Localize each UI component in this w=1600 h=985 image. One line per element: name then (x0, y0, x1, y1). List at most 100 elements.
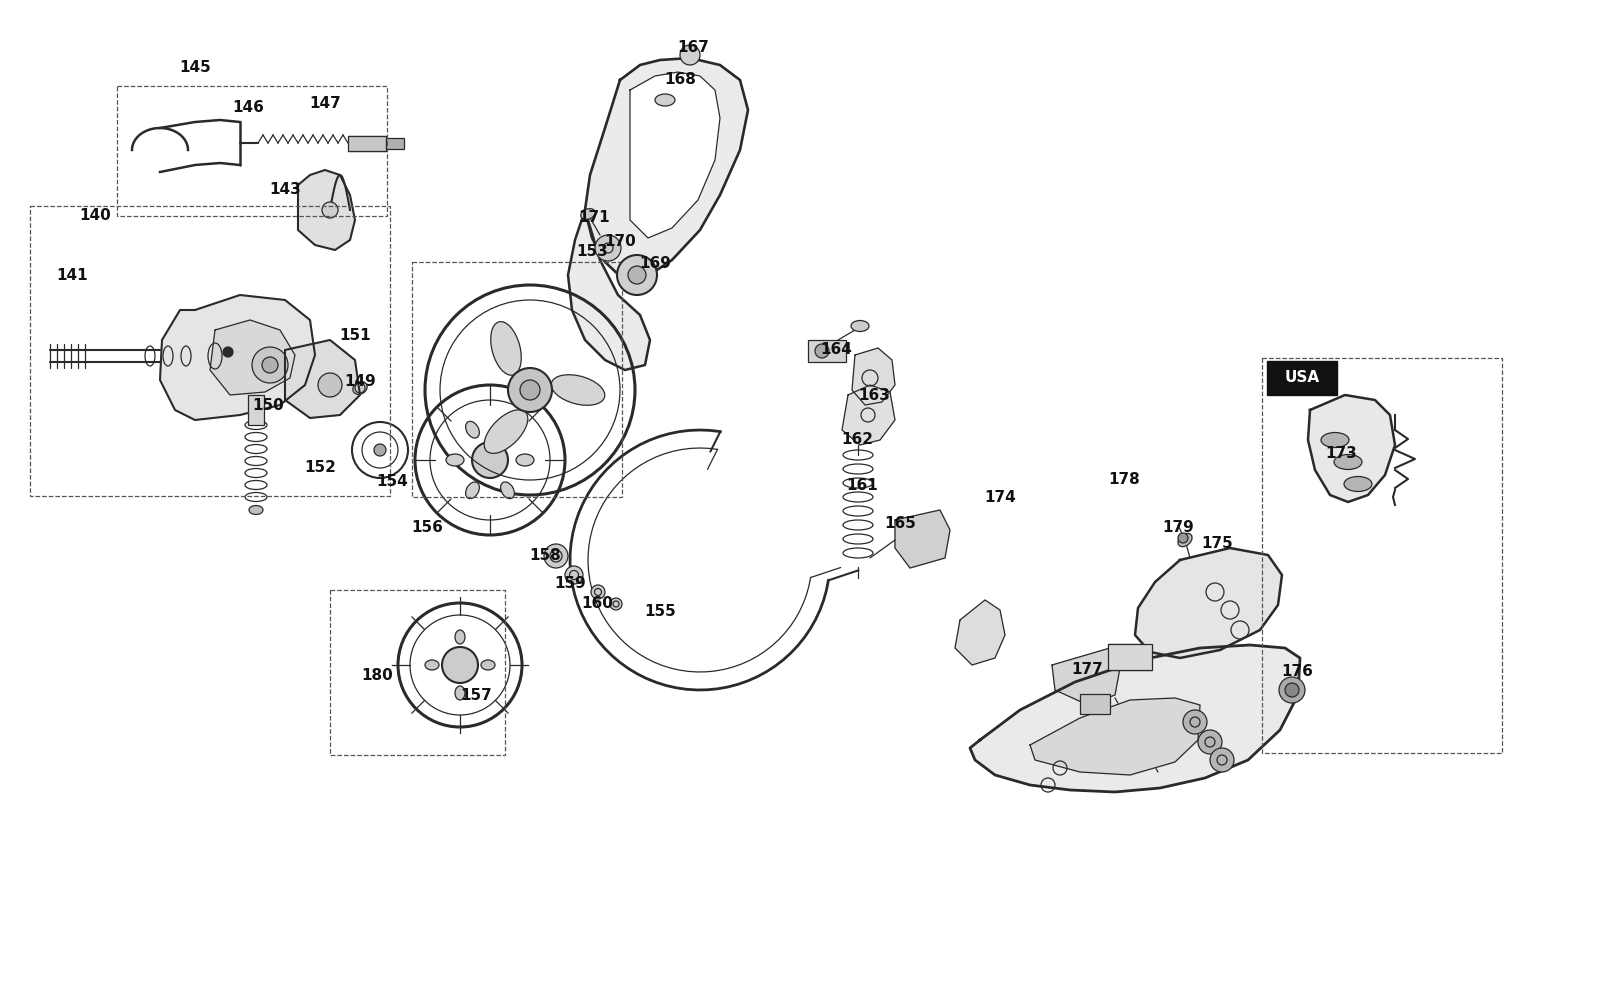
Ellipse shape (1344, 477, 1373, 492)
Text: 174: 174 (984, 490, 1016, 504)
Circle shape (472, 442, 509, 478)
Circle shape (595, 235, 621, 261)
Text: 179: 179 (1162, 520, 1194, 536)
Circle shape (590, 585, 605, 599)
Ellipse shape (501, 422, 514, 438)
Text: 147: 147 (309, 97, 341, 111)
Text: 156: 156 (411, 520, 443, 536)
Text: 177: 177 (1070, 663, 1102, 678)
Text: 145: 145 (179, 60, 211, 76)
Circle shape (1278, 677, 1306, 703)
Text: USA: USA (1285, 370, 1320, 385)
Bar (30, 206, 390, 496)
Circle shape (262, 357, 278, 373)
FancyBboxPatch shape (1267, 361, 1338, 395)
Polygon shape (955, 600, 1005, 665)
Bar (808, 340, 846, 362)
Text: 146: 146 (232, 100, 264, 115)
Bar (386, 138, 403, 149)
Bar (1107, 644, 1152, 670)
Circle shape (1285, 683, 1299, 697)
Circle shape (520, 380, 541, 400)
Polygon shape (970, 645, 1299, 792)
Text: 152: 152 (304, 461, 336, 476)
Circle shape (1210, 748, 1234, 772)
Text: 158: 158 (530, 549, 562, 563)
Ellipse shape (454, 686, 466, 700)
Text: 161: 161 (846, 478, 878, 492)
Circle shape (509, 368, 552, 412)
Text: 163: 163 (858, 388, 890, 404)
Ellipse shape (454, 630, 466, 644)
Ellipse shape (654, 94, 675, 106)
Polygon shape (1309, 395, 1395, 502)
Text: 150: 150 (253, 398, 283, 413)
Polygon shape (210, 320, 294, 395)
Polygon shape (568, 210, 650, 370)
Text: 160: 160 (581, 596, 613, 611)
Text: 164: 164 (821, 343, 851, 358)
Circle shape (374, 444, 386, 456)
Bar (330, 590, 506, 755)
Circle shape (253, 347, 288, 383)
Circle shape (544, 544, 568, 568)
Text: 176: 176 (1282, 665, 1314, 680)
Text: 141: 141 (56, 268, 88, 283)
Polygon shape (160, 295, 315, 420)
Ellipse shape (485, 410, 528, 453)
Circle shape (1178, 533, 1187, 543)
Text: 167: 167 (677, 40, 709, 55)
Text: 140: 140 (78, 208, 110, 223)
Circle shape (1182, 710, 1206, 734)
Text: 159: 159 (554, 576, 586, 592)
Text: 151: 151 (339, 327, 371, 343)
Text: 178: 178 (1109, 473, 1139, 488)
Ellipse shape (851, 320, 869, 332)
Polygon shape (851, 348, 894, 405)
Ellipse shape (354, 381, 366, 394)
Bar (1080, 694, 1110, 714)
Circle shape (610, 598, 622, 610)
Text: 165: 165 (885, 516, 915, 532)
Text: 143: 143 (269, 182, 301, 198)
Polygon shape (298, 170, 355, 250)
Bar (1262, 358, 1502, 753)
Ellipse shape (466, 482, 480, 498)
Ellipse shape (250, 505, 262, 514)
Polygon shape (1053, 648, 1120, 705)
Text: 168: 168 (664, 73, 696, 88)
Polygon shape (894, 510, 950, 568)
Ellipse shape (1322, 432, 1349, 447)
Bar (248, 395, 264, 425)
Polygon shape (285, 340, 360, 418)
Ellipse shape (1334, 454, 1362, 470)
Text: 157: 157 (461, 689, 491, 703)
Polygon shape (1030, 698, 1200, 775)
Ellipse shape (446, 454, 464, 466)
Circle shape (618, 255, 658, 295)
Ellipse shape (482, 660, 494, 670)
Polygon shape (1134, 548, 1282, 658)
Ellipse shape (426, 660, 438, 670)
Polygon shape (842, 385, 894, 445)
Text: 170: 170 (605, 234, 635, 249)
Ellipse shape (501, 482, 514, 498)
Circle shape (322, 202, 338, 218)
Bar (349, 136, 386, 151)
Ellipse shape (1178, 533, 1192, 547)
Text: 169: 169 (638, 256, 670, 272)
Text: 162: 162 (842, 432, 874, 447)
Text: 153: 153 (576, 244, 608, 259)
Text: 180: 180 (362, 669, 394, 684)
Circle shape (680, 45, 701, 65)
Circle shape (627, 266, 646, 284)
Ellipse shape (515, 454, 534, 466)
Circle shape (814, 344, 829, 358)
Circle shape (442, 647, 478, 683)
Text: 171: 171 (578, 211, 610, 226)
Bar (117, 86, 387, 216)
Circle shape (222, 347, 234, 357)
Text: 155: 155 (645, 605, 675, 620)
Circle shape (1198, 730, 1222, 754)
Circle shape (565, 566, 582, 584)
